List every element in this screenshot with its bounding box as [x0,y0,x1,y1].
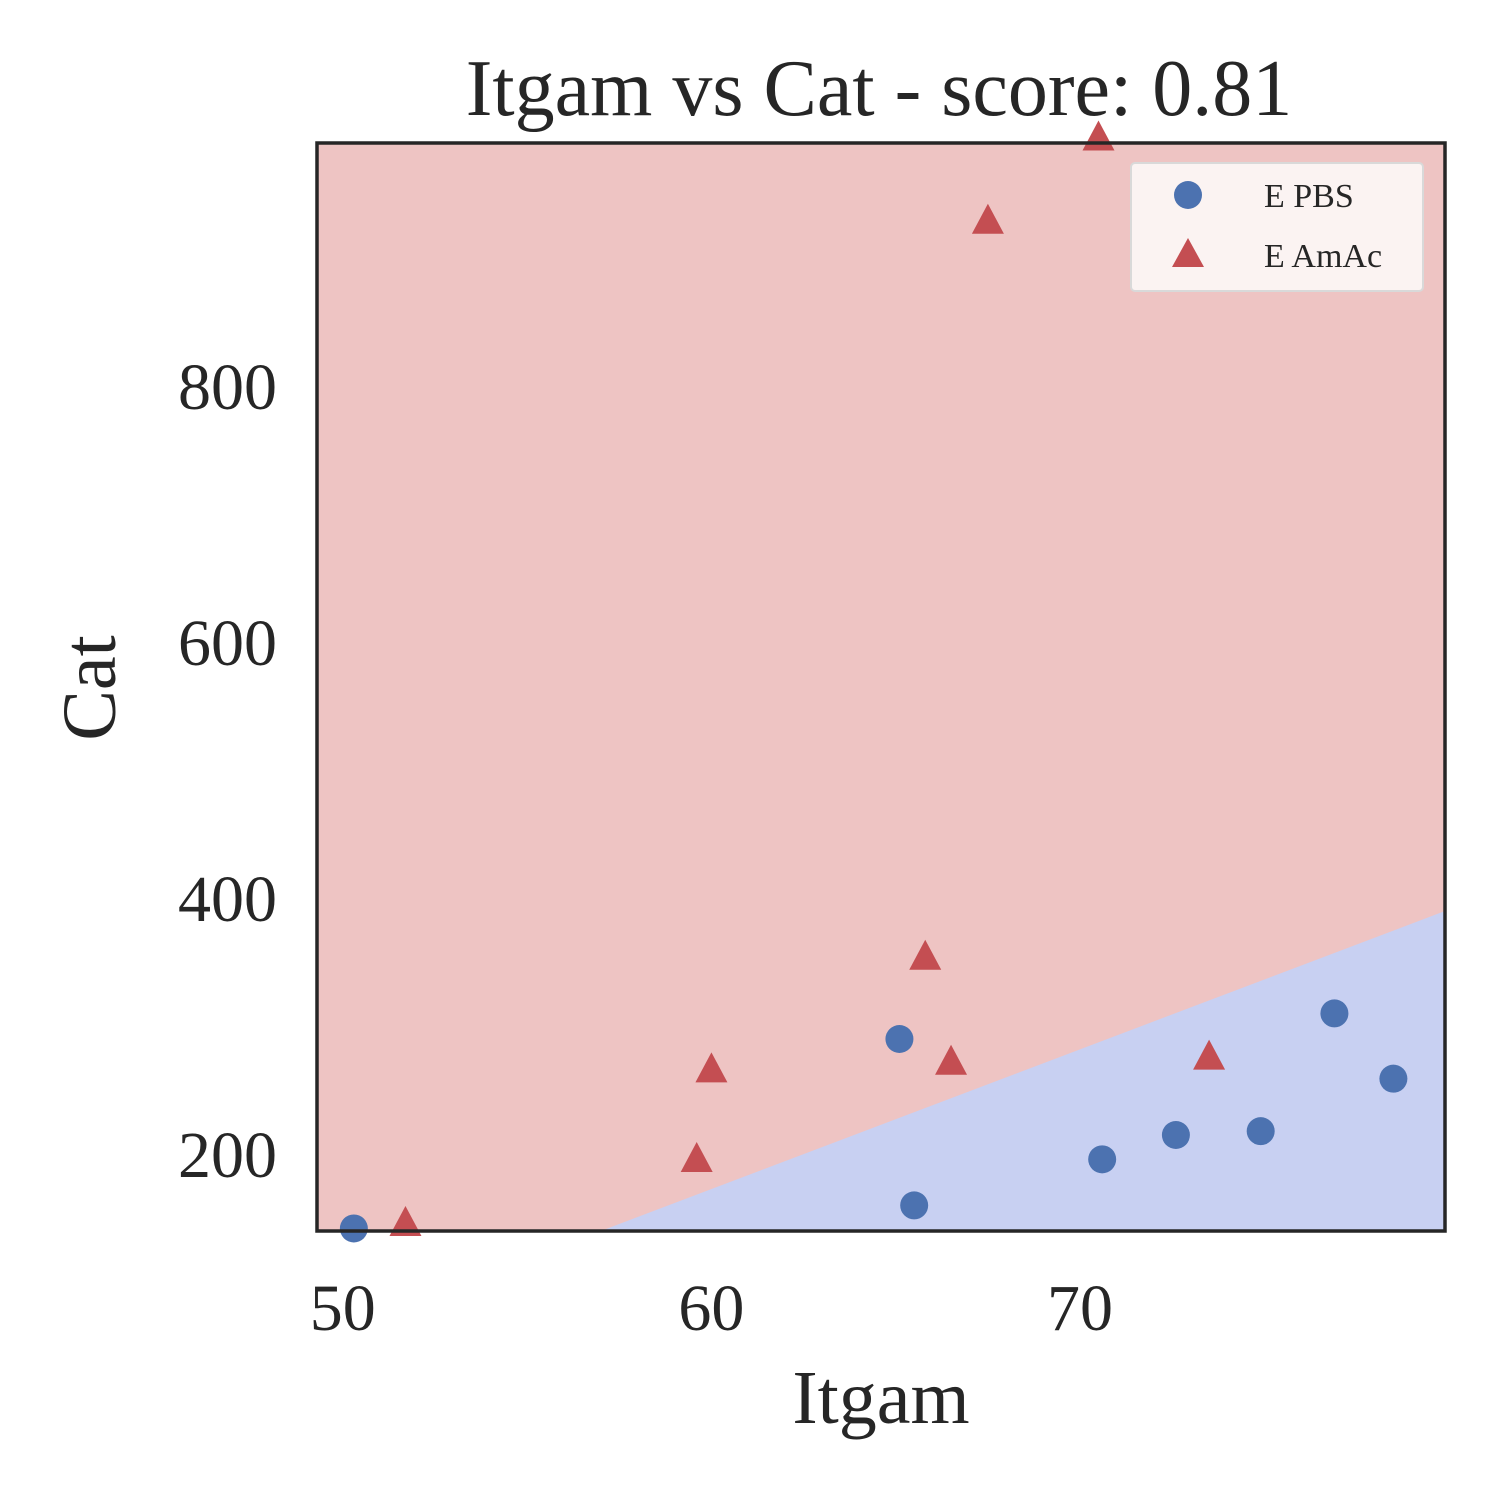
legend-label: E AmAc [1264,238,1382,275]
series-e-amac [389,120,1226,1236]
data-point-circle [1246,1117,1275,1146]
y-axis-ticks: 200 400 600 800 [178,351,277,1192]
plot-frame [315,141,1447,1233]
legend-item: E AmAc [1172,238,1382,275]
y-tick-label: 400 [178,863,277,936]
data-point-circle [1320,999,1349,1028]
data-point-circle [339,1214,368,1243]
plot-area [317,120,1445,1243]
data-point-circle [885,1025,914,1053]
data-point-circle [1161,1121,1190,1149]
series-e-pbs [339,999,1408,1243]
data-point-triangle [695,1052,728,1083]
data-point-circle [900,1191,929,1220]
legend-marker-triangle [1172,238,1204,267]
data-point-triangle [680,1142,713,1172]
legend-label: E PBS [1264,178,1354,215]
x-axis-ticks: 50 60 70 [310,1272,1113,1345]
data-point-triangle [1193,1039,1226,1070]
data-point-circle [1088,1145,1117,1174]
x-axis-label: Itgam [792,1356,969,1440]
data-point-triangle [935,1044,968,1075]
x-tick-label: 70 [1047,1272,1113,1345]
chart-title: Itgam vs Cat - score: 0.81 [466,45,1292,133]
legend-marker-circle [1174,181,1202,209]
legend-box [1130,162,1424,292]
y-tick-label: 800 [178,351,277,424]
y-tick-label: 200 [178,1119,277,1192]
legend: E PBS E AmAc [1130,162,1424,292]
y-tick-label: 600 [178,607,277,680]
data-point-triangle [389,1206,422,1236]
region-e-pbs [600,911,1445,1231]
data-point-circle [1379,1064,1408,1093]
x-tick-label: 50 [310,1272,376,1345]
data-point-triangle [971,203,1004,234]
data-point-triangle [909,939,942,970]
x-tick-label: 60 [678,1272,744,1345]
legend-item: E PBS [1174,178,1354,215]
y-axis-label: Cat [48,635,132,741]
